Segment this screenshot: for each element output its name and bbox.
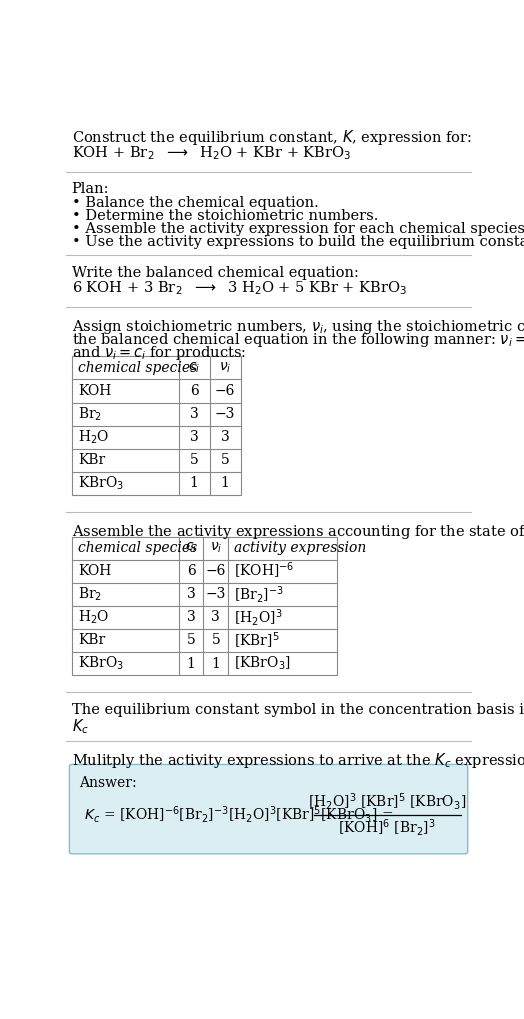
Text: • Determine the stoichiometric numbers.: • Determine the stoichiometric numbers. (72, 209, 378, 223)
Text: H$_2$O: H$_2$O (78, 608, 109, 626)
Text: [Br$_2$]$^{-3}$: [Br$_2$]$^{-3}$ (234, 584, 285, 605)
Text: KOH + Br$_2$  $\longrightarrow$  H$_2$O + KBr + KBrO$_3$: KOH + Br$_2$ $\longrightarrow$ H$_2$O + … (72, 144, 351, 162)
Text: KBrO$_3$: KBrO$_3$ (78, 655, 124, 673)
Text: Br$_2$: Br$_2$ (78, 586, 102, 603)
Text: $K_c$ = [KOH]$^{-6}$[Br$_2$]$^{-3}$[H$_2$O]$^3$[KBr]$^5$[KBrO$_3$] =: $K_c$ = [KOH]$^{-6}$[Br$_2$]$^{-3}$[H$_2… (84, 804, 394, 825)
Text: Plan:: Plan: (72, 182, 109, 197)
Text: and $\nu_i = c_i$ for products:: and $\nu_i = c_i$ for products: (72, 344, 246, 362)
Text: KBr: KBr (78, 453, 105, 468)
Text: 5: 5 (190, 453, 199, 468)
Text: 1: 1 (190, 477, 199, 490)
Text: KOH: KOH (78, 565, 111, 578)
Text: −6: −6 (205, 565, 226, 578)
Text: chemical species: chemical species (78, 361, 197, 375)
Text: [H$_2$O]$^3$: [H$_2$O]$^3$ (234, 607, 283, 628)
Text: H$_2$O: H$_2$O (78, 429, 109, 446)
Text: [KBrO$_3$]: [KBrO$_3$] (234, 655, 291, 673)
Text: 6: 6 (187, 565, 195, 578)
Text: 3: 3 (190, 430, 199, 444)
Text: [KOH]$^{-6}$: [KOH]$^{-6}$ (234, 561, 295, 582)
Text: • Assemble the activity expression for each chemical species.: • Assemble the activity expression for e… (72, 222, 524, 236)
Text: Mulitply the activity expressions to arrive at the $K_c$ expression:: Mulitply the activity expressions to arr… (72, 751, 524, 770)
Text: $c_i$: $c_i$ (185, 541, 197, 555)
Bar (72, 537, 337, 676)
Text: 1: 1 (221, 477, 230, 490)
Text: 5: 5 (187, 634, 195, 647)
Text: 5: 5 (221, 453, 230, 468)
Text: KOH: KOH (78, 384, 111, 398)
Text: Answer:: Answer: (80, 776, 137, 790)
Text: Write the balanced chemical equation:: Write the balanced chemical equation: (72, 266, 358, 279)
Text: 1: 1 (187, 656, 195, 671)
Text: $\nu_i$: $\nu_i$ (210, 541, 222, 555)
Text: KBrO$_3$: KBrO$_3$ (78, 475, 124, 492)
Text: activity expression: activity expression (234, 541, 367, 555)
Text: 1: 1 (211, 656, 220, 671)
Text: • Balance the chemical equation.: • Balance the chemical equation. (72, 197, 319, 210)
Text: 6 KOH + 3 Br$_2$  $\longrightarrow$  3 H$_2$O + 5 KBr + KBrO$_3$: 6 KOH + 3 Br$_2$ $\longrightarrow$ 3 H$_… (72, 279, 407, 298)
Text: −3: −3 (205, 587, 226, 601)
Text: the balanced chemical equation in the following manner: $\nu_i = -c_i$ for react: the balanced chemical equation in the fo… (72, 331, 524, 348)
Text: 3: 3 (187, 610, 195, 625)
Text: [KBr]$^5$: [KBr]$^5$ (234, 631, 280, 651)
Text: 3: 3 (187, 587, 195, 601)
Text: −6: −6 (215, 384, 235, 398)
Text: 3: 3 (190, 408, 199, 421)
FancyBboxPatch shape (69, 764, 468, 854)
Text: $c_i$: $c_i$ (188, 361, 200, 375)
Text: Br$_2$: Br$_2$ (78, 406, 102, 423)
Text: 3: 3 (221, 430, 230, 444)
Text: Assign stoichiometric numbers, $\nu_i$, using the stoichiometric coefficients, $: Assign stoichiometric numbers, $\nu_i$, … (72, 318, 524, 336)
Text: • Use the activity expressions to build the equilibrium constant expression.: • Use the activity expressions to build … (72, 235, 524, 250)
Text: Assemble the activity expressions accounting for the state of matter and $\nu_i$: Assemble the activity expressions accoun… (72, 523, 524, 541)
Text: 5: 5 (212, 634, 220, 647)
Text: 3: 3 (212, 610, 220, 625)
Text: Construct the equilibrium constant, $K$, expression for:: Construct the equilibrium constant, $K$,… (72, 128, 472, 148)
Text: [H$_2$O]$^3$ [KBr]$^5$ [KBrO$_3$]: [H$_2$O]$^3$ [KBr]$^5$ [KBrO$_3$] (308, 791, 466, 812)
Text: [KOH]$^6$ [Br$_2$]$^3$: [KOH]$^6$ [Br$_2$]$^3$ (339, 817, 436, 838)
Text: 6: 6 (190, 384, 199, 398)
Text: $\nu_i$: $\nu_i$ (219, 361, 232, 375)
Text: The equilibrium constant symbol in the concentration basis is:: The equilibrium constant symbol in the c… (72, 703, 524, 716)
Bar (72, 357, 241, 495)
Text: $K_c$: $K_c$ (72, 717, 89, 736)
Text: chemical species: chemical species (78, 541, 197, 555)
Text: −3: −3 (215, 408, 235, 421)
Text: KBr: KBr (78, 634, 105, 647)
